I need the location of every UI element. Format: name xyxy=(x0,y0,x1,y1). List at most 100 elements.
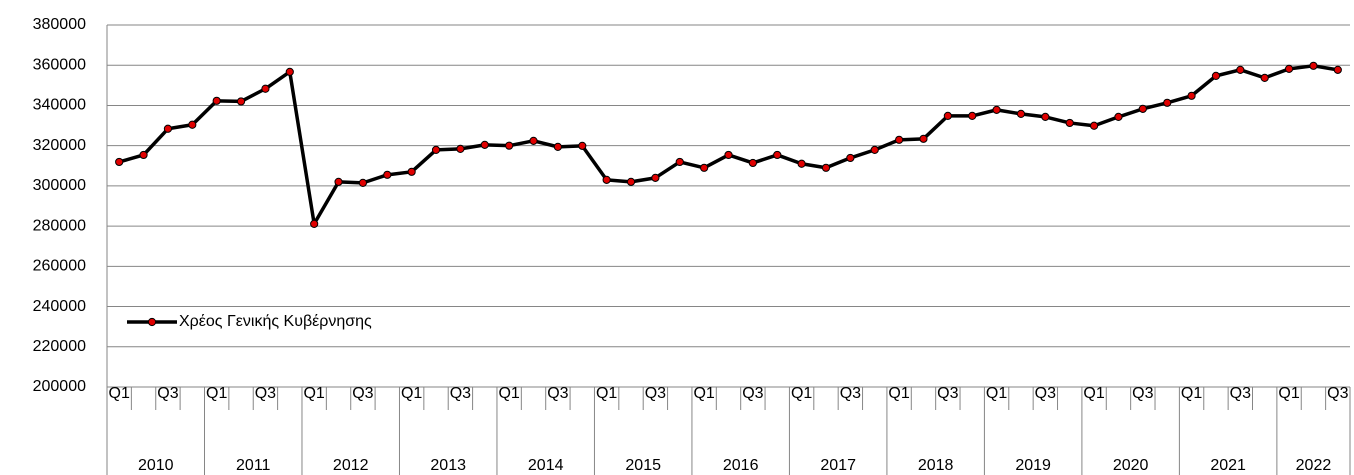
data-point xyxy=(773,150,782,160)
x-group-label: 2011 xyxy=(236,457,271,474)
x-tick-label: Q3 xyxy=(937,385,958,402)
data-point xyxy=(846,153,855,163)
x-tick-label: Q3 xyxy=(645,385,666,402)
x-group-label: 2016 xyxy=(723,457,759,474)
data-point xyxy=(578,141,587,150)
x-tick-label: Q1 xyxy=(1083,385,1104,402)
data-point xyxy=(1309,61,1318,70)
x-group-label: 2010 xyxy=(138,457,174,474)
data-point xyxy=(602,175,611,184)
data-point xyxy=(651,173,660,182)
x-group-label: 2018 xyxy=(918,457,954,474)
data-point xyxy=(700,163,709,172)
data-point xyxy=(456,144,465,153)
data-point xyxy=(626,177,636,186)
data-point xyxy=(505,141,514,150)
data-point xyxy=(1284,64,1294,73)
y-tick-label: 380000 xyxy=(33,16,86,33)
x-tick-label: Q1 xyxy=(888,385,909,402)
data-point xyxy=(1114,112,1123,122)
y-tick-label: 260000 xyxy=(33,258,86,275)
data-point xyxy=(163,124,173,133)
data-point xyxy=(310,219,319,228)
x-group-label: 2020 xyxy=(1113,457,1149,474)
data-point xyxy=(1333,65,1342,74)
data-point xyxy=(212,96,221,105)
data-point xyxy=(797,159,806,168)
x-tick-label: Q1 xyxy=(596,385,617,402)
x-group-label: 2022 xyxy=(1296,457,1332,474)
legend-label: Χρέος Γενικής Κυβέρνησης xyxy=(179,313,372,330)
x-group-label: 2015 xyxy=(625,457,661,474)
data-point xyxy=(358,178,368,187)
data-point xyxy=(407,167,416,176)
data-point xyxy=(1211,71,1221,80)
y-tick-label: 240000 xyxy=(33,298,86,315)
y-tick-label: 320000 xyxy=(33,137,86,154)
x-tick-label: Q1 xyxy=(1181,385,1202,402)
data-point xyxy=(943,111,952,121)
data-point xyxy=(748,158,757,168)
x-group-label: 2021 xyxy=(1210,457,1246,474)
x-tick-label: Q3 xyxy=(1132,385,1153,402)
data-point xyxy=(992,105,1001,114)
x-tick-label: Q3 xyxy=(255,385,276,402)
x-tick-label: Q1 xyxy=(109,385,130,402)
data-point xyxy=(480,140,489,149)
x-tick-label: Q1 xyxy=(1278,385,1299,402)
x-tick-label: Q1 xyxy=(206,385,227,402)
data-point xyxy=(1041,112,1050,122)
data-point xyxy=(1187,91,1196,100)
x-tick-label: Q3 xyxy=(1035,385,1056,402)
y-tick-label: 200000 xyxy=(33,378,86,395)
x-group-label: 2013 xyxy=(430,457,466,474)
data-point xyxy=(261,84,270,93)
data-point xyxy=(724,150,733,160)
data-point xyxy=(529,136,538,145)
x-group-label: 2014 xyxy=(528,457,564,474)
data-point xyxy=(285,67,294,76)
legend-marker xyxy=(147,317,157,327)
data-point xyxy=(870,145,879,154)
data-point xyxy=(553,142,562,151)
x-tick-label: Q3 xyxy=(840,385,861,402)
data-point xyxy=(968,111,977,121)
data-point xyxy=(236,97,246,106)
x-tick-label: Q3 xyxy=(742,385,763,402)
data-point xyxy=(1138,104,1147,113)
data-point xyxy=(1089,121,1099,130)
x-tick-label: Q1 xyxy=(791,385,812,402)
data-point xyxy=(115,157,124,167)
data-point xyxy=(1065,118,1074,128)
x-group-label: 2019 xyxy=(1015,457,1051,474)
x-tick-label: Q1 xyxy=(303,385,324,402)
x-tick-label: Q1 xyxy=(498,385,519,402)
data-point xyxy=(334,177,343,186)
data-point xyxy=(139,150,148,160)
data-point xyxy=(1236,65,1245,74)
y-tick-label: 220000 xyxy=(33,338,86,355)
y-tick-label: 280000 xyxy=(33,217,86,234)
data-point xyxy=(431,145,441,154)
x-tick-label: Q3 xyxy=(1230,385,1251,402)
data-point xyxy=(1016,109,1026,118)
x-tick-label: Q1 xyxy=(401,385,422,402)
x-tick-label: Q1 xyxy=(986,385,1007,402)
x-group-label: 2012 xyxy=(333,457,369,474)
data-point xyxy=(383,170,392,179)
series-line xyxy=(118,64,1339,226)
x-tick-label: Q3 xyxy=(450,385,471,402)
x-group-label: 2017 xyxy=(820,457,856,474)
data-point xyxy=(895,135,904,144)
x-tick-label: Q3 xyxy=(352,385,373,402)
y-tick-label: 300000 xyxy=(33,177,86,194)
x-tick-label: Q3 xyxy=(157,385,178,402)
data-point xyxy=(1260,73,1269,82)
y-tick-label: 360000 xyxy=(33,56,86,73)
data-point xyxy=(1163,98,1172,107)
y-tick-label: 340000 xyxy=(33,97,86,114)
data-point xyxy=(675,157,684,167)
data-point xyxy=(919,134,928,143)
data-point xyxy=(821,163,831,172)
